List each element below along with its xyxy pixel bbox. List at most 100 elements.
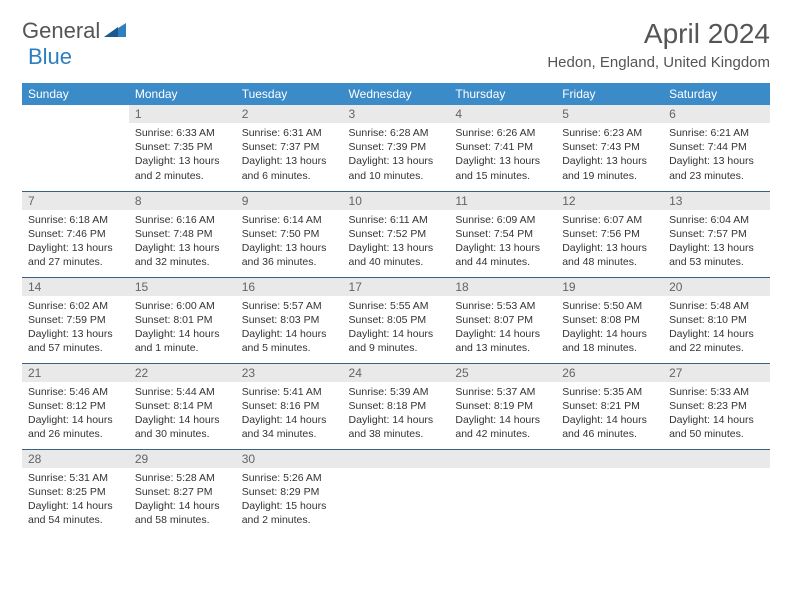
logo: General xyxy=(22,18,128,44)
sunrise-text: Sunrise: 5:50 AM xyxy=(562,299,657,313)
sunset-text: Sunset: 7:48 PM xyxy=(135,227,230,241)
day-details: Sunrise: 5:31 AMSunset: 8:25 PMDaylight:… xyxy=(22,468,129,532)
sunset-text: Sunset: 7:44 PM xyxy=(669,140,764,154)
sunset-text: Sunset: 7:43 PM xyxy=(562,140,657,154)
day-number: 19 xyxy=(556,278,663,296)
day-cell: 29Sunrise: 5:28 AMSunset: 8:27 PMDayligh… xyxy=(129,449,236,535)
sunrise-text: Sunrise: 5:41 AM xyxy=(242,385,337,399)
day-cell: 14Sunrise: 6:02 AMSunset: 7:59 PMDayligh… xyxy=(22,277,129,363)
day-details: Sunrise: 6:07 AMSunset: 7:56 PMDaylight:… xyxy=(556,210,663,274)
sunset-text: Sunset: 7:39 PM xyxy=(349,140,444,154)
sunrise-text: Sunrise: 6:23 AM xyxy=(562,126,657,140)
day-number: 22 xyxy=(129,364,236,382)
daylight-text: Daylight: 14 hours and 42 minutes. xyxy=(455,413,550,441)
day-cell: 8Sunrise: 6:16 AMSunset: 7:48 PMDaylight… xyxy=(129,191,236,277)
logo-text-general: General xyxy=(22,18,100,44)
daylight-text: Daylight: 13 hours and 2 minutes. xyxy=(135,154,230,182)
sunset-text: Sunset: 8:25 PM xyxy=(28,485,123,499)
day-cell: 30Sunrise: 5:26 AMSunset: 8:29 PMDayligh… xyxy=(236,449,343,535)
sunset-text: Sunset: 8:01 PM xyxy=(135,313,230,327)
day-number: 8 xyxy=(129,192,236,210)
day-number: 10 xyxy=(343,192,450,210)
day-cell: 25Sunrise: 5:37 AMSunset: 8:19 PMDayligh… xyxy=(449,363,556,449)
day-number: 9 xyxy=(236,192,343,210)
location: Hedon, England, United Kingdom xyxy=(547,54,770,71)
day-details: Sunrise: 5:50 AMSunset: 8:08 PMDaylight:… xyxy=(556,296,663,360)
dh-fri: Friday xyxy=(556,83,663,105)
day-cell: 3Sunrise: 6:28 AMSunset: 7:39 PMDaylight… xyxy=(343,105,450,191)
daylight-text: Daylight: 14 hours and 58 minutes. xyxy=(135,499,230,527)
day-details: Sunrise: 5:57 AMSunset: 8:03 PMDaylight:… xyxy=(236,296,343,360)
day-cell xyxy=(22,105,129,191)
day-cell: 1Sunrise: 6:33 AMSunset: 7:35 PMDaylight… xyxy=(129,105,236,191)
day-number: 12 xyxy=(556,192,663,210)
sunset-text: Sunset: 8:21 PM xyxy=(562,399,657,413)
daylight-text: Daylight: 14 hours and 18 minutes. xyxy=(562,327,657,355)
sunset-text: Sunset: 7:59 PM xyxy=(28,313,123,327)
day-cell: 13Sunrise: 6:04 AMSunset: 7:57 PMDayligh… xyxy=(663,191,770,277)
daylight-text: Daylight: 13 hours and 27 minutes. xyxy=(28,241,123,269)
sunrise-text: Sunrise: 5:35 AM xyxy=(562,385,657,399)
day-cell xyxy=(663,449,770,535)
daylight-text: Daylight: 13 hours and 23 minutes. xyxy=(669,154,764,182)
sunrise-text: Sunrise: 5:44 AM xyxy=(135,385,230,399)
day-number: 28 xyxy=(22,450,129,468)
sunset-text: Sunset: 8:14 PM xyxy=(135,399,230,413)
day-details: Sunrise: 6:23 AMSunset: 7:43 PMDaylight:… xyxy=(556,123,663,187)
sunset-text: Sunset: 7:41 PM xyxy=(455,140,550,154)
day-details: Sunrise: 6:31 AMSunset: 7:37 PMDaylight:… xyxy=(236,123,343,187)
daylight-text: Daylight: 15 hours and 2 minutes. xyxy=(242,499,337,527)
sunset-text: Sunset: 8:08 PM xyxy=(562,313,657,327)
sunrise-text: Sunrise: 6:00 AM xyxy=(135,299,230,313)
sunset-text: Sunset: 7:46 PM xyxy=(28,227,123,241)
daylight-text: Daylight: 13 hours and 19 minutes. xyxy=(562,154,657,182)
sunset-text: Sunset: 7:57 PM xyxy=(669,227,764,241)
day-number-empty xyxy=(343,450,450,468)
day-details: Sunrise: 5:35 AMSunset: 8:21 PMDaylight:… xyxy=(556,382,663,446)
sunset-text: Sunset: 7:35 PM xyxy=(135,140,230,154)
sunset-text: Sunset: 8:10 PM xyxy=(669,313,764,327)
day-details: Sunrise: 6:26 AMSunset: 7:41 PMDaylight:… xyxy=(449,123,556,187)
day-details: Sunrise: 5:37 AMSunset: 8:19 PMDaylight:… xyxy=(449,382,556,446)
day-cell: 21Sunrise: 5:46 AMSunset: 8:12 PMDayligh… xyxy=(22,363,129,449)
daylight-text: Daylight: 14 hours and 1 minute. xyxy=(135,327,230,355)
daylight-text: Daylight: 14 hours and 50 minutes. xyxy=(669,413,764,441)
dh-tue: Tuesday xyxy=(236,83,343,105)
day-number-empty xyxy=(449,450,556,468)
day-cell xyxy=(556,449,663,535)
day-details: Sunrise: 6:18 AMSunset: 7:46 PMDaylight:… xyxy=(22,210,129,274)
day-cell: 17Sunrise: 5:55 AMSunset: 8:05 PMDayligh… xyxy=(343,277,450,363)
day-cell: 20Sunrise: 5:48 AMSunset: 8:10 PMDayligh… xyxy=(663,277,770,363)
daylight-text: Daylight: 14 hours and 30 minutes. xyxy=(135,413,230,441)
day-cell: 18Sunrise: 5:53 AMSunset: 8:07 PMDayligh… xyxy=(449,277,556,363)
day-number: 13 xyxy=(663,192,770,210)
week-row: 1Sunrise: 6:33 AMSunset: 7:35 PMDaylight… xyxy=(22,105,770,191)
sunrise-text: Sunrise: 6:21 AM xyxy=(669,126,764,140)
daylight-text: Daylight: 13 hours and 32 minutes. xyxy=(135,241,230,269)
day-details: Sunrise: 5:41 AMSunset: 8:16 PMDaylight:… xyxy=(236,382,343,446)
day-number: 6 xyxy=(663,105,770,123)
daylight-text: Daylight: 14 hours and 54 minutes. xyxy=(28,499,123,527)
daylight-text: Daylight: 14 hours and 26 minutes. xyxy=(28,413,123,441)
sunrise-text: Sunrise: 6:04 AM xyxy=(669,213,764,227)
day-number-empty xyxy=(556,450,663,468)
day-details: Sunrise: 5:39 AMSunset: 8:18 PMDaylight:… xyxy=(343,382,450,446)
sunrise-text: Sunrise: 6:31 AM xyxy=(242,126,337,140)
title-block: April 2024 Hedon, England, United Kingdo… xyxy=(547,18,770,71)
sunset-text: Sunset: 8:03 PM xyxy=(242,313,337,327)
sunset-text: Sunset: 8:07 PM xyxy=(455,313,550,327)
logo-triangle-icon xyxy=(104,21,126,42)
month-title: April 2024 xyxy=(547,18,770,50)
sunrise-text: Sunrise: 6:28 AM xyxy=(349,126,444,140)
sunset-text: Sunset: 7:37 PM xyxy=(242,140,337,154)
sunset-text: Sunset: 8:16 PM xyxy=(242,399,337,413)
week-row: 28Sunrise: 5:31 AMSunset: 8:25 PMDayligh… xyxy=(22,449,770,535)
day-details: Sunrise: 6:16 AMSunset: 7:48 PMDaylight:… xyxy=(129,210,236,274)
day-cell: 28Sunrise: 5:31 AMSunset: 8:25 PMDayligh… xyxy=(22,449,129,535)
sunrise-text: Sunrise: 5:48 AM xyxy=(669,299,764,313)
daylight-text: Daylight: 13 hours and 48 minutes. xyxy=(562,241,657,269)
day-details: Sunrise: 6:33 AMSunset: 7:35 PMDaylight:… xyxy=(129,123,236,187)
sunrise-text: Sunrise: 5:55 AM xyxy=(349,299,444,313)
sunrise-text: Sunrise: 6:14 AM xyxy=(242,213,337,227)
dh-sun: Sunday xyxy=(22,83,129,105)
